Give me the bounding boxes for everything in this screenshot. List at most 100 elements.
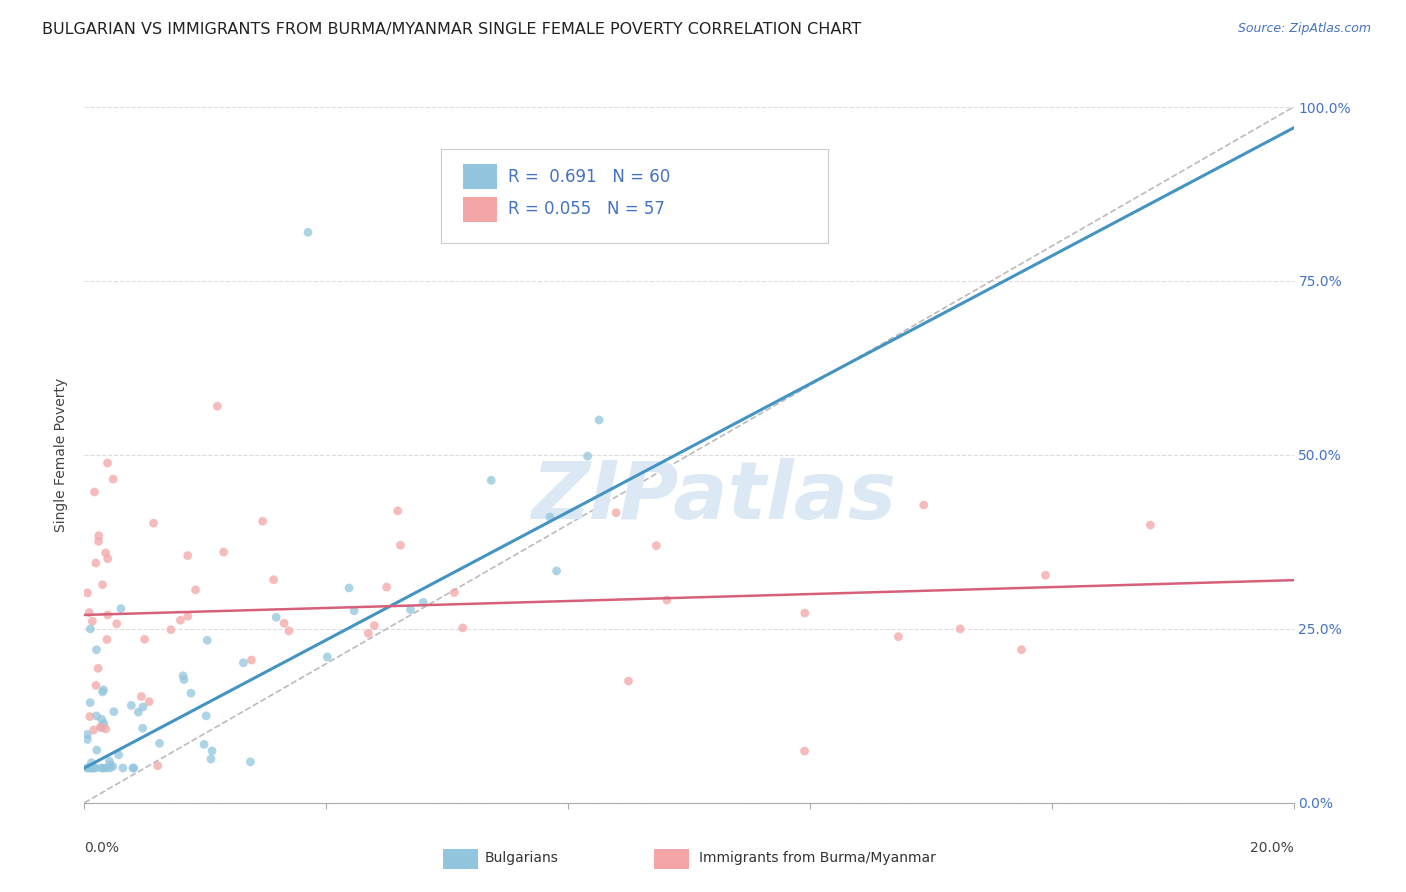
Point xyxy=(90,712,112,726)
Y-axis label: Single Female Poverty: Single Female Poverty xyxy=(55,378,69,532)
Point xyxy=(200,752,222,766)
Point xyxy=(94,761,117,775)
Point xyxy=(184,582,207,597)
Point xyxy=(172,669,194,683)
Point xyxy=(277,624,299,638)
Point xyxy=(84,761,107,775)
Point xyxy=(131,721,153,735)
Point xyxy=(94,722,117,736)
Point xyxy=(316,650,339,665)
Point xyxy=(87,534,110,549)
Point xyxy=(101,472,124,486)
Point xyxy=(240,653,263,667)
Point xyxy=(588,413,610,427)
Point xyxy=(443,585,465,599)
Point xyxy=(180,686,202,700)
Point xyxy=(176,549,198,563)
Point xyxy=(538,510,561,524)
Point xyxy=(605,506,627,520)
Text: Immigrants from Burma/Myanmar: Immigrants from Burma/Myanmar xyxy=(699,851,935,865)
Point xyxy=(160,623,183,637)
Text: 0.0%: 0.0% xyxy=(84,841,120,855)
Point xyxy=(949,622,972,636)
Point xyxy=(90,761,112,775)
Point xyxy=(1139,518,1161,533)
Point xyxy=(105,616,128,631)
Text: BULGARIAN VS IMMIGRANTS FROM BURMA/MYANMAR SINGLE FEMALE POVERTY CORRELATION CHA: BULGARIAN VS IMMIGRANTS FROM BURMA/MYANM… xyxy=(42,22,862,37)
Point xyxy=(100,758,122,772)
Point xyxy=(387,504,409,518)
Point xyxy=(111,761,134,775)
Point xyxy=(177,609,200,624)
Point xyxy=(76,727,98,741)
Point xyxy=(87,661,110,675)
Point xyxy=(134,632,156,647)
Point xyxy=(195,709,218,723)
Point xyxy=(148,736,170,750)
Point xyxy=(86,743,108,757)
Point xyxy=(576,449,599,463)
FancyBboxPatch shape xyxy=(441,149,828,243)
Point xyxy=(645,539,668,553)
Point xyxy=(375,580,398,594)
Point xyxy=(86,642,108,657)
Point xyxy=(80,761,103,775)
Point xyxy=(76,761,98,775)
Point xyxy=(97,607,120,622)
Point xyxy=(110,601,132,615)
Point xyxy=(264,610,287,624)
Point xyxy=(399,603,422,617)
Point xyxy=(263,573,285,587)
Point xyxy=(357,626,380,640)
Point xyxy=(146,758,169,772)
Point xyxy=(239,755,262,769)
Point xyxy=(103,705,125,719)
Point xyxy=(363,618,385,632)
Point xyxy=(252,514,274,528)
Point xyxy=(77,606,100,620)
Point xyxy=(195,633,218,648)
Point xyxy=(83,485,105,500)
Point xyxy=(793,744,815,758)
Point xyxy=(96,632,118,647)
Point xyxy=(79,696,101,710)
Point xyxy=(84,556,107,570)
Text: Bulgarians: Bulgarians xyxy=(485,851,560,865)
Point xyxy=(76,586,98,600)
Point xyxy=(84,678,107,692)
Point xyxy=(122,761,145,775)
Text: ZIPatlas: ZIPatlas xyxy=(530,458,896,536)
Point xyxy=(120,698,142,713)
Point xyxy=(79,709,101,723)
Point xyxy=(86,709,108,723)
Point xyxy=(343,604,366,618)
Text: Source: ZipAtlas.com: Source: ZipAtlas.com xyxy=(1237,22,1371,36)
Point xyxy=(389,538,412,552)
Point xyxy=(207,399,229,413)
Point xyxy=(212,545,235,559)
Point xyxy=(96,456,118,470)
Text: 20.0%: 20.0% xyxy=(1250,841,1294,855)
Point xyxy=(101,759,124,773)
Text: R = 0.055   N = 57: R = 0.055 N = 57 xyxy=(508,201,665,219)
Point xyxy=(887,630,910,644)
Point xyxy=(169,613,191,627)
Point xyxy=(173,673,195,687)
Point xyxy=(138,695,160,709)
Point xyxy=(82,614,104,628)
Point xyxy=(97,551,120,566)
Point xyxy=(79,622,101,636)
Point xyxy=(90,721,112,735)
Point xyxy=(546,564,568,578)
Point xyxy=(76,732,98,747)
Point xyxy=(132,699,155,714)
FancyBboxPatch shape xyxy=(463,164,496,189)
Point xyxy=(98,755,121,769)
Point xyxy=(122,761,145,775)
Point xyxy=(93,716,115,731)
Point xyxy=(451,621,474,635)
Point xyxy=(131,690,153,704)
Point xyxy=(107,747,129,762)
Point xyxy=(297,225,319,239)
Point xyxy=(1011,642,1033,657)
